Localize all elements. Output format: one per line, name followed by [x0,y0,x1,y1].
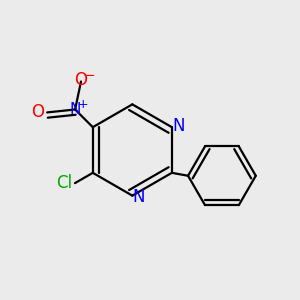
Text: N: N [69,102,81,117]
Text: Cl: Cl [56,174,73,192]
Text: N: N [172,117,184,135]
Text: O: O [31,103,44,122]
Text: +: + [78,98,89,111]
Text: −: − [83,68,96,83]
Text: O: O [74,71,88,89]
Text: N: N [133,188,145,206]
